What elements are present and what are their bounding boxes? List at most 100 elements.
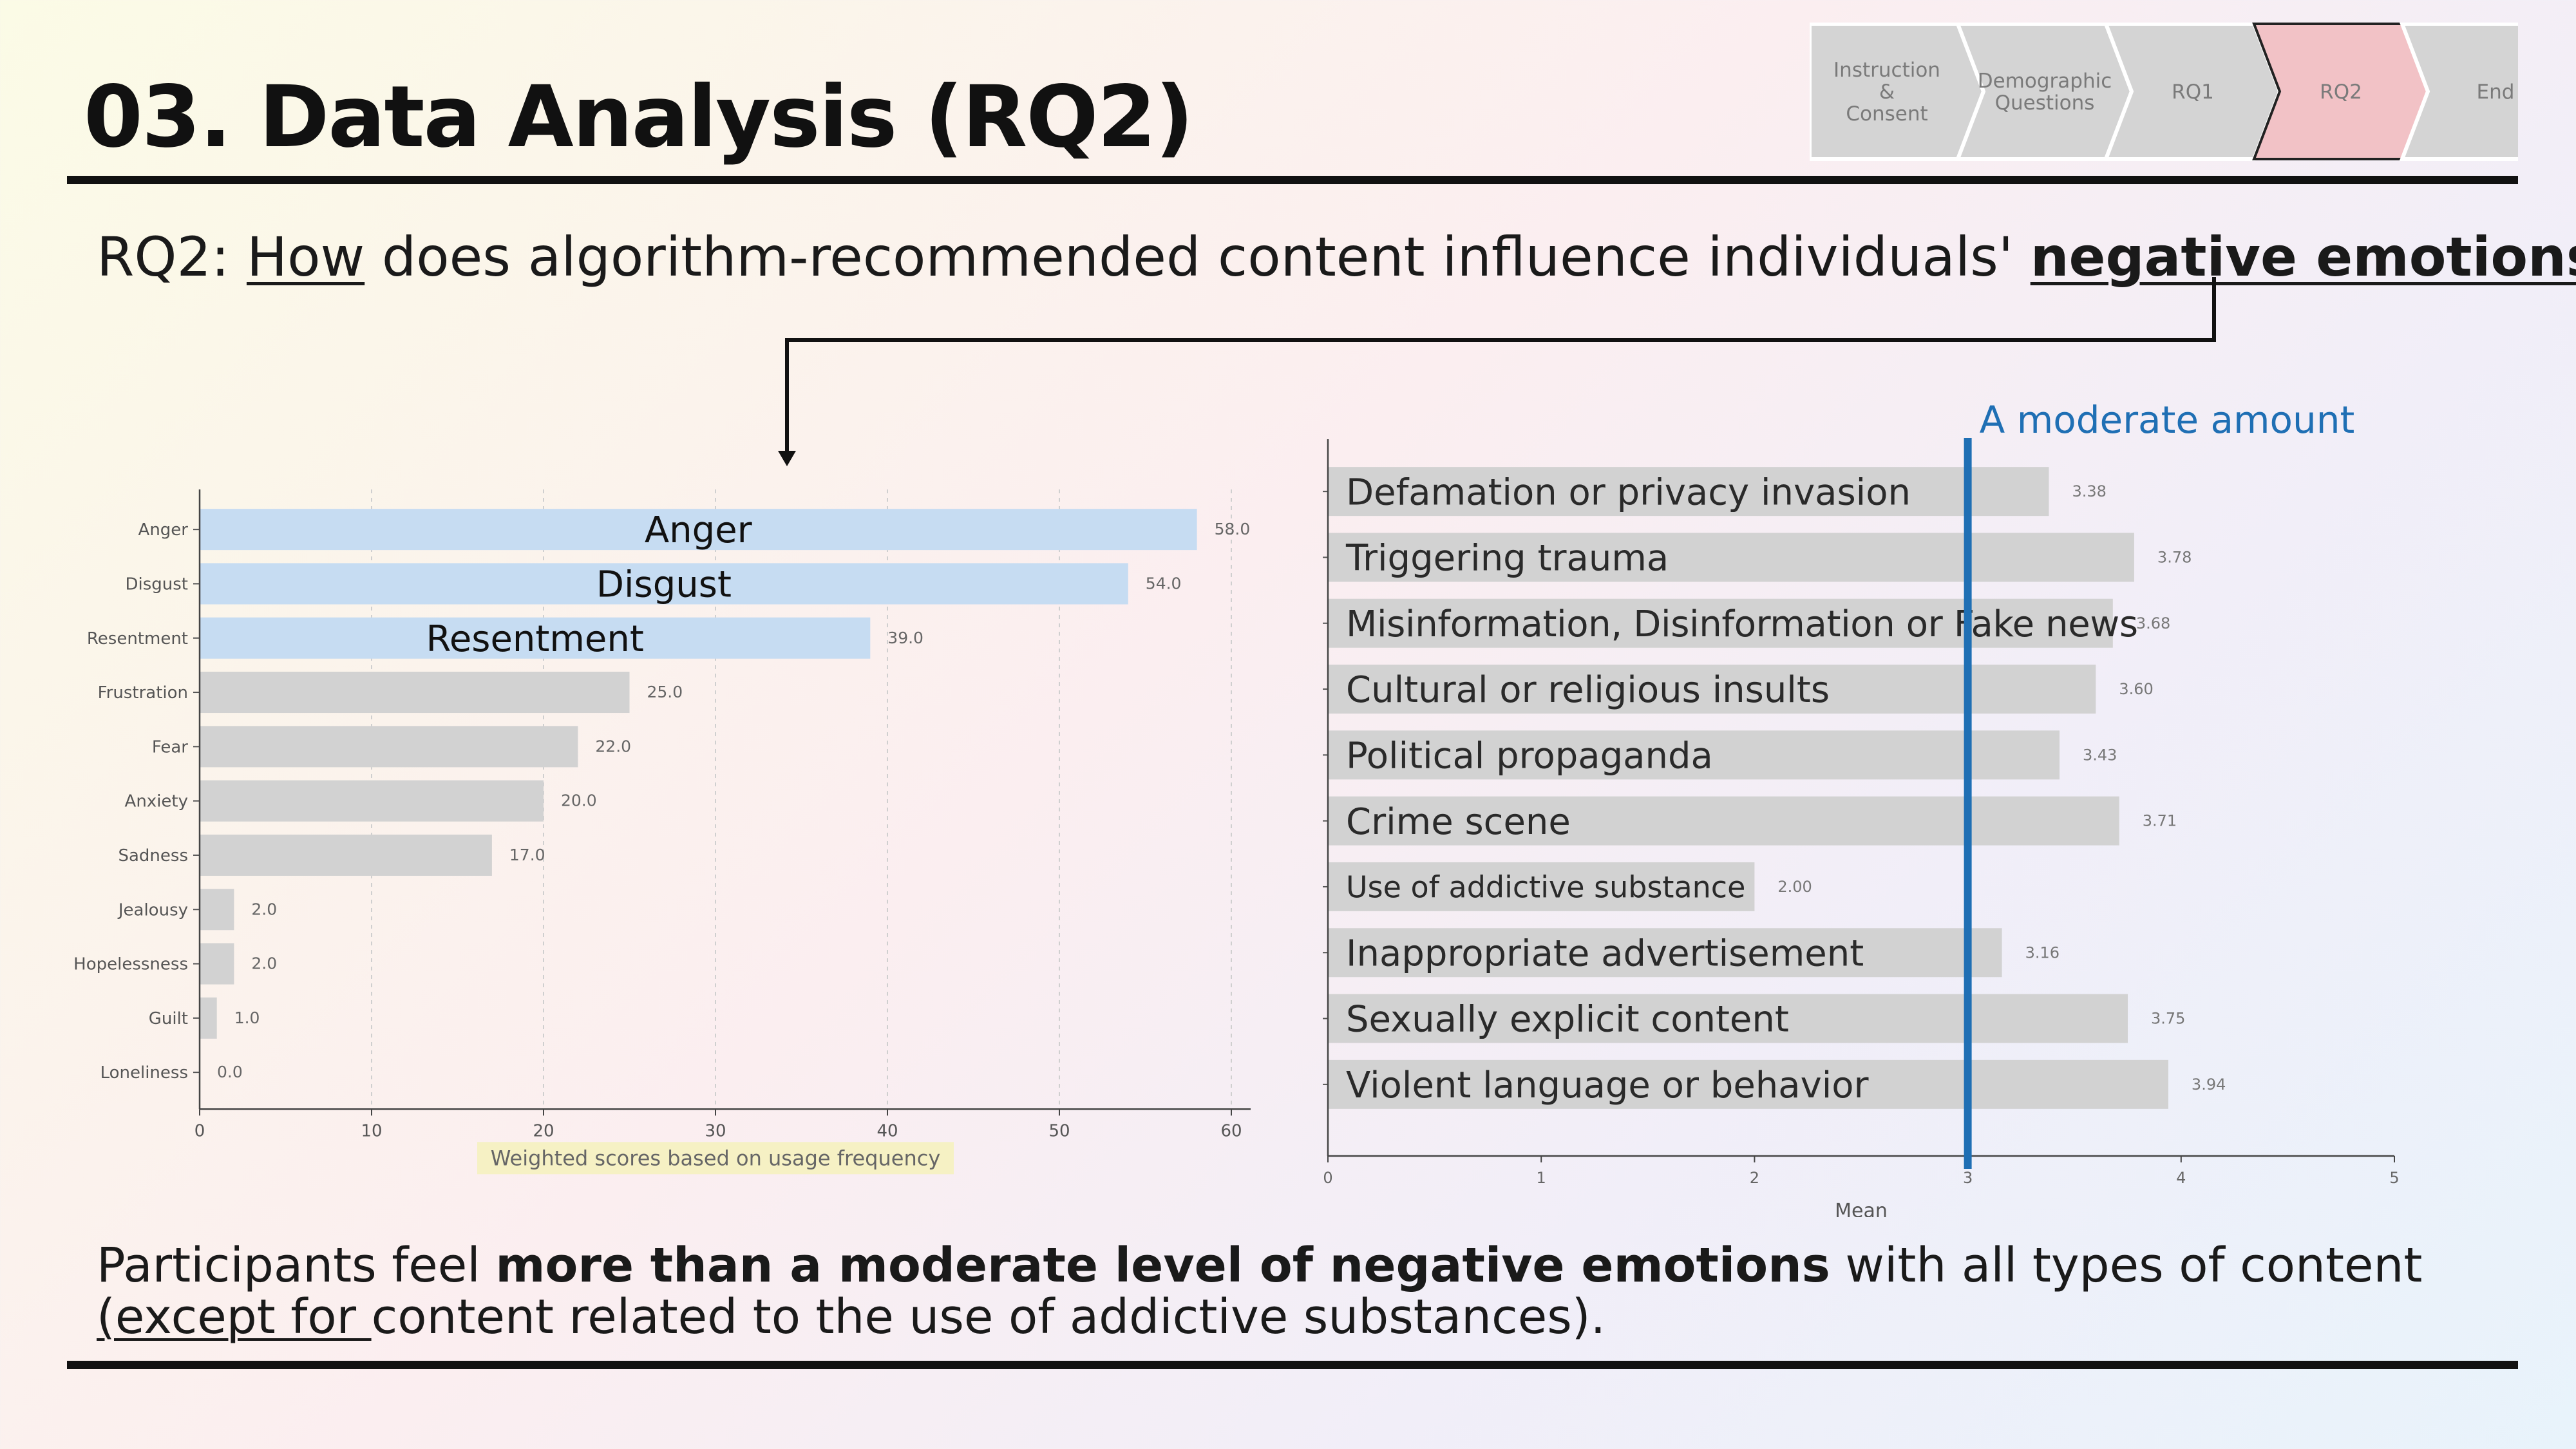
bar xyxy=(200,509,1197,551)
value-label: 54.0 xyxy=(1146,574,1182,592)
value-label: 58.0 xyxy=(1215,520,1251,538)
bar-inline-label: Violent language or behavior xyxy=(1346,1065,1870,1106)
x-tick-label: 2 xyxy=(1750,1169,1759,1187)
value-label: 3.94 xyxy=(2192,1075,2226,1094)
conclusion-line1-bold: more than a moderate level of negative e… xyxy=(495,1238,1830,1293)
x-tick-label: 3 xyxy=(1963,1169,1973,1187)
conclusion-line2-underlined: (except for xyxy=(97,1289,372,1345)
conclusion-line-2: (except for content related to the use o… xyxy=(97,1291,2422,1343)
y-tick-label: Sadness xyxy=(118,846,188,866)
x-tick-label: 40 xyxy=(876,1121,898,1141)
progress-step-label: & xyxy=(1879,80,1895,104)
research-question: RQ2: How does algorithm-recommended cont… xyxy=(97,225,2576,289)
bottom-divider xyxy=(67,1361,2518,1369)
bar xyxy=(1328,598,2113,648)
bar xyxy=(200,889,234,931)
conclusion-text: Participants feel more than a moderate l… xyxy=(97,1240,2422,1343)
y-tick-label: Jealousy xyxy=(117,900,188,920)
value-label: 2.0 xyxy=(251,954,277,973)
value-label: 3.43 xyxy=(2083,746,2117,764)
content-type-bar-chart: Defamation or privacy invasion 3.38 Trigge… xyxy=(1323,398,2400,1217)
bar xyxy=(1328,467,2049,516)
emotion-bar-chart: Anger 58.0 Anger Disgust 54.0 Disgust Resentme… xyxy=(73,489,1251,1175)
bar-inline-label: Resentment xyxy=(426,618,643,660)
y-tick-label: Hopelessness xyxy=(73,955,188,974)
y-tick-label: Anger xyxy=(138,520,189,540)
value-label: 22.0 xyxy=(595,737,631,755)
x-tick-label: 10 xyxy=(361,1121,382,1141)
value-label: 3.60 xyxy=(2119,680,2153,698)
progress-step-label: RQ1 xyxy=(2172,80,2214,104)
x-axis-label: Weighted scores based on usage frequency xyxy=(491,1146,941,1170)
bar-inline-label: Misinformation, Disinformation or Fake n… xyxy=(1346,603,2138,645)
question-how: How xyxy=(246,225,365,289)
question-emphasis: negative emotions xyxy=(2030,225,2576,289)
progress-step-label: Consent xyxy=(1846,102,1927,126)
value-label: 20.0 xyxy=(561,791,597,810)
reference-line-label: A moderate amount xyxy=(1980,398,2355,442)
bar xyxy=(1328,730,2060,780)
x-tick-label: 30 xyxy=(705,1121,726,1141)
bar xyxy=(200,563,1128,605)
conclusion-line1-pre: Participants feel xyxy=(97,1238,496,1293)
bar xyxy=(200,834,492,876)
title-divider xyxy=(67,176,2518,184)
connector-arrow xyxy=(778,277,2216,466)
bar xyxy=(1328,928,2002,978)
y-tick-label: Anxiety xyxy=(125,792,188,811)
question-prefix: RQ2: xyxy=(97,225,247,289)
conclusion-line-1: Participants feel more than a moderate l… xyxy=(97,1240,2422,1291)
progress-step-label: RQ2 xyxy=(2320,80,2362,104)
x-tick-label: 0 xyxy=(194,1121,205,1141)
y-tick-label: Resentment xyxy=(87,629,188,649)
bar-inline-label: Cultural or religious insults xyxy=(1346,669,1830,711)
x-tick-label: 60 xyxy=(1220,1121,1242,1141)
bar xyxy=(1328,862,1755,911)
x-tick-label: 20 xyxy=(533,1121,554,1141)
value-label: 17.0 xyxy=(509,846,545,864)
value-label: 3.75 xyxy=(2151,1010,2185,1028)
x-tick-label: 1 xyxy=(1537,1169,1546,1187)
bar xyxy=(1328,796,2119,846)
x-tick-label: 0 xyxy=(1323,1169,1332,1187)
bar xyxy=(200,997,217,1039)
value-label: 2.00 xyxy=(1777,878,1812,896)
bar-inline-label: Inappropriate advertisement xyxy=(1346,933,1864,974)
progress-step-label: End xyxy=(2477,80,2515,104)
bar xyxy=(200,617,871,659)
value-label: 3.78 xyxy=(2157,548,2192,566)
value-label: 3.71 xyxy=(2143,812,2177,830)
value-label: 39.0 xyxy=(887,629,923,647)
value-label: 3.38 xyxy=(2072,482,2106,500)
value-label: 2.0 xyxy=(251,900,277,918)
bar xyxy=(200,726,578,768)
bar xyxy=(200,672,630,714)
value-label: 3.16 xyxy=(2025,943,2060,961)
x-axis-label: Mean xyxy=(1835,1200,1888,1217)
value-label: 1.0 xyxy=(234,1009,260,1027)
bar-inline-label: Sexually explicit content xyxy=(1346,999,1789,1041)
bar xyxy=(1328,1059,2168,1109)
y-tick-label: Frustration xyxy=(98,683,188,703)
progress-step-label: Demographic xyxy=(1978,70,2112,93)
bar xyxy=(1328,994,2128,1043)
y-tick-label: Fear xyxy=(152,737,188,757)
y-tick-label: Loneliness xyxy=(100,1063,188,1083)
conclusion-line2-rest: content related to the use of addictive … xyxy=(371,1289,1606,1345)
x-tick-label: 50 xyxy=(1048,1121,1070,1141)
progress-step-label: Questions xyxy=(1995,91,2095,115)
y-tick-label: Disgust xyxy=(125,574,188,594)
bar-inline-label: Crime scene xyxy=(1346,801,1571,843)
bar-inline-label: Use of addictive substance xyxy=(1346,870,1745,905)
bar-inline-label: Political propaganda xyxy=(1346,735,1713,777)
bar xyxy=(200,943,234,985)
x-axis-label-highlight xyxy=(477,1142,954,1175)
progress-step-label: Instruction xyxy=(1833,59,1940,82)
question-middle: does algorithm-recommended content influ… xyxy=(365,225,2031,289)
value-label: 25.0 xyxy=(647,683,683,701)
value-label: 3.68 xyxy=(2136,614,2170,632)
bar xyxy=(1328,533,2134,582)
bar xyxy=(200,780,544,822)
x-tick-label: 5 xyxy=(2389,1169,2399,1187)
y-tick-label: Guilt xyxy=(149,1009,188,1028)
